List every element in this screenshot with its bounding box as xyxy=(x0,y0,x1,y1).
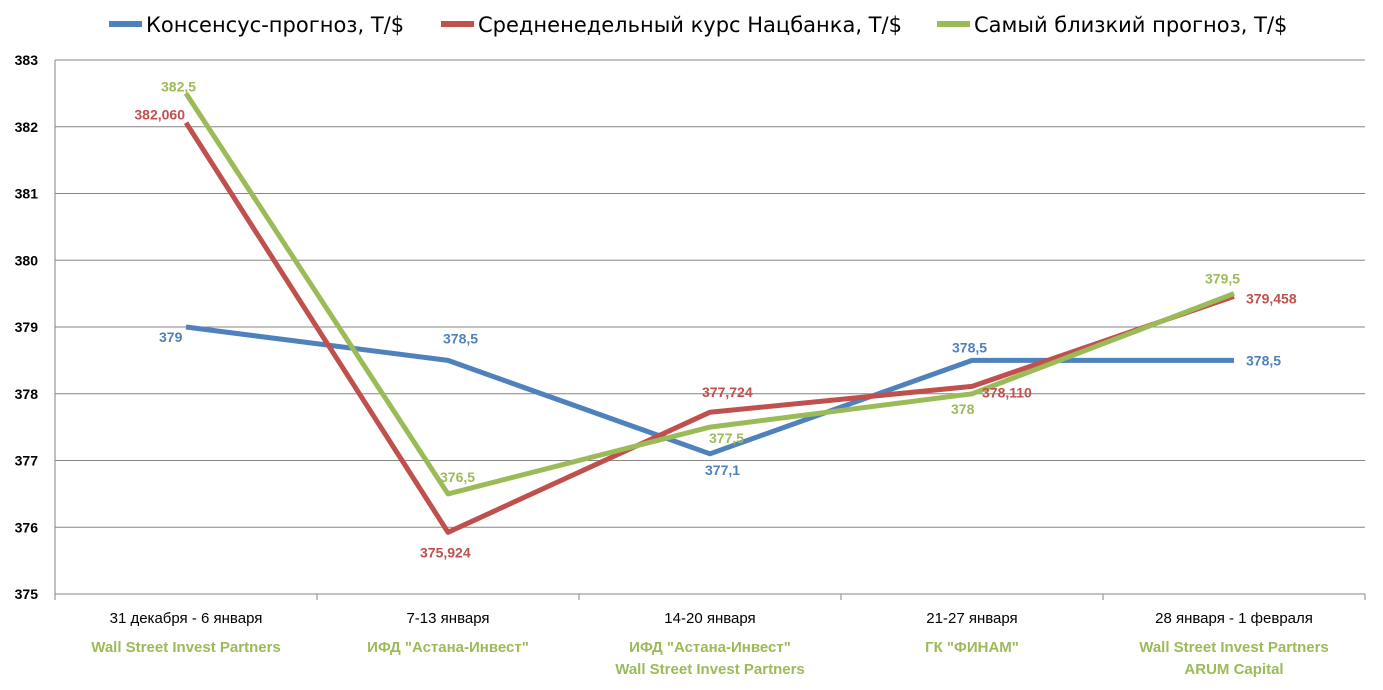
y-tick-label: 379 xyxy=(15,319,39,335)
legend-label: Консенсус-прогноз, Т/$ xyxy=(146,13,404,37)
x-sublabel: Wall Street Invest Partners xyxy=(1139,639,1329,656)
series-line-2 xyxy=(183,121,1235,535)
x-tick-label: 21-27 января xyxy=(926,610,1017,627)
y-tick-label: 381 xyxy=(15,186,39,202)
y-tick-label: 376 xyxy=(15,519,39,535)
x-tick-label: 7-13 января xyxy=(406,610,489,627)
legend-label: Средненедельный курс Нацбанка, Т/$ xyxy=(478,13,902,37)
data-label: 377,1 xyxy=(705,462,740,478)
data-label: 377,724 xyxy=(702,384,753,400)
series-line-3 xyxy=(183,92,1235,497)
data-label: 378,5 xyxy=(443,330,478,346)
legend-label: Самый близкий прогноз, Т/$ xyxy=(974,13,1287,37)
data-label: 377,5 xyxy=(709,430,744,446)
y-tick-label: 382 xyxy=(15,119,39,135)
y-tick-label: 383 xyxy=(15,52,39,68)
x-sublabel: ИФД "Астана-Инвест" xyxy=(629,639,791,656)
data-label: 378,5 xyxy=(1246,352,1281,368)
y-tick-label: 375 xyxy=(15,586,39,602)
data-label: 379,458 xyxy=(1246,290,1297,306)
x-sublabel: ГК "ФИНАМ" xyxy=(925,639,1019,656)
x-tick-label: 14-20 января xyxy=(664,610,755,627)
data-label: 375,924 xyxy=(420,544,471,560)
data-label: 379,5 xyxy=(1205,271,1240,287)
x-tick-label: 28 января - 1 февраля xyxy=(1155,610,1313,627)
data-label: 376,5 xyxy=(440,469,475,485)
x-sublabel: Wall Street Invest Partners xyxy=(615,661,805,678)
data-label: 378,110 xyxy=(982,384,1032,400)
data-label: 382,060 xyxy=(134,107,185,123)
y-tick-label: 380 xyxy=(15,252,39,268)
x-sublabel: ИФД "Астана-Инвест" xyxy=(367,639,529,656)
x-sublabel: Wall Street Invest Partners xyxy=(91,639,281,656)
x-sublabel: ARUM Capital xyxy=(1184,661,1283,678)
data-label: 379 xyxy=(159,329,183,345)
data-label: 378 xyxy=(951,401,975,417)
y-tick-label: 377 xyxy=(15,453,39,469)
data-label: 382,5 xyxy=(161,78,196,94)
data-label: 378,5 xyxy=(952,339,987,355)
y-tick-label: 378 xyxy=(15,386,39,402)
x-tick-label: 31 декабря - 6 января xyxy=(110,610,263,627)
